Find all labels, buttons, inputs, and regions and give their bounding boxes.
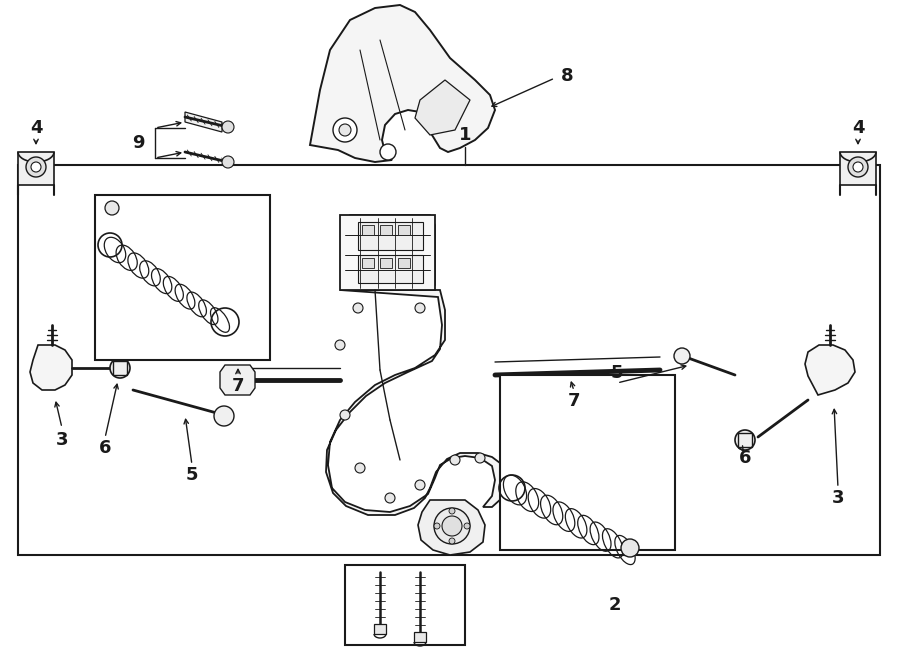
Polygon shape (220, 365, 255, 395)
Circle shape (853, 162, 863, 172)
Text: 5: 5 (611, 364, 623, 382)
Polygon shape (345, 215, 435, 290)
Bar (362, 258, 374, 268)
Bar (738, 433, 752, 447)
Polygon shape (326, 290, 507, 515)
Bar (414, 632, 426, 642)
Circle shape (380, 144, 396, 160)
Circle shape (415, 303, 425, 313)
Bar (398, 258, 410, 268)
Circle shape (355, 463, 365, 473)
Circle shape (848, 157, 868, 177)
Circle shape (450, 455, 460, 465)
Circle shape (31, 162, 41, 172)
Text: 7: 7 (232, 377, 244, 395)
Text: 8: 8 (561, 67, 573, 85)
Bar (500, 375, 675, 550)
Polygon shape (30, 345, 72, 390)
Text: 6: 6 (99, 439, 112, 457)
Circle shape (110, 358, 130, 378)
Circle shape (385, 493, 395, 503)
Circle shape (621, 539, 639, 557)
Bar (380, 258, 392, 268)
Circle shape (434, 508, 470, 544)
Text: 4: 4 (30, 119, 42, 137)
Polygon shape (418, 500, 485, 555)
Circle shape (353, 303, 363, 313)
Circle shape (333, 118, 357, 142)
Circle shape (415, 480, 425, 490)
Circle shape (222, 156, 234, 168)
Bar (345, 565, 465, 645)
Bar (398, 225, 410, 235)
Circle shape (449, 538, 455, 544)
Circle shape (674, 348, 690, 364)
Polygon shape (18, 152, 54, 185)
Bar (18, 165, 880, 555)
Polygon shape (415, 80, 470, 135)
Circle shape (340, 410, 350, 420)
Polygon shape (310, 5, 495, 162)
Circle shape (442, 516, 462, 536)
Circle shape (464, 523, 470, 529)
Circle shape (222, 121, 234, 133)
Bar (113, 361, 127, 375)
Circle shape (105, 201, 119, 215)
Text: 3: 3 (832, 489, 844, 507)
Text: 5: 5 (185, 466, 198, 484)
Polygon shape (805, 345, 855, 395)
Text: 4: 4 (851, 119, 864, 137)
Polygon shape (840, 152, 876, 185)
Bar (95, 195, 270, 360)
Circle shape (335, 340, 345, 350)
Circle shape (735, 430, 755, 450)
Text: 2: 2 (608, 596, 621, 614)
Bar (380, 225, 392, 235)
Bar (340, 215, 435, 290)
Bar (358, 255, 423, 283)
Text: 1: 1 (459, 126, 472, 144)
Text: 7: 7 (568, 392, 580, 410)
Bar (362, 225, 374, 235)
Text: 6: 6 (739, 449, 752, 467)
Polygon shape (185, 112, 222, 132)
Text: 9: 9 (131, 134, 144, 152)
Circle shape (434, 523, 440, 529)
Circle shape (475, 453, 485, 463)
Circle shape (26, 157, 46, 177)
Circle shape (339, 124, 351, 136)
Text: 3: 3 (56, 431, 68, 449)
Bar (358, 222, 423, 250)
Bar (374, 624, 386, 634)
Circle shape (214, 406, 234, 426)
Circle shape (449, 508, 455, 514)
